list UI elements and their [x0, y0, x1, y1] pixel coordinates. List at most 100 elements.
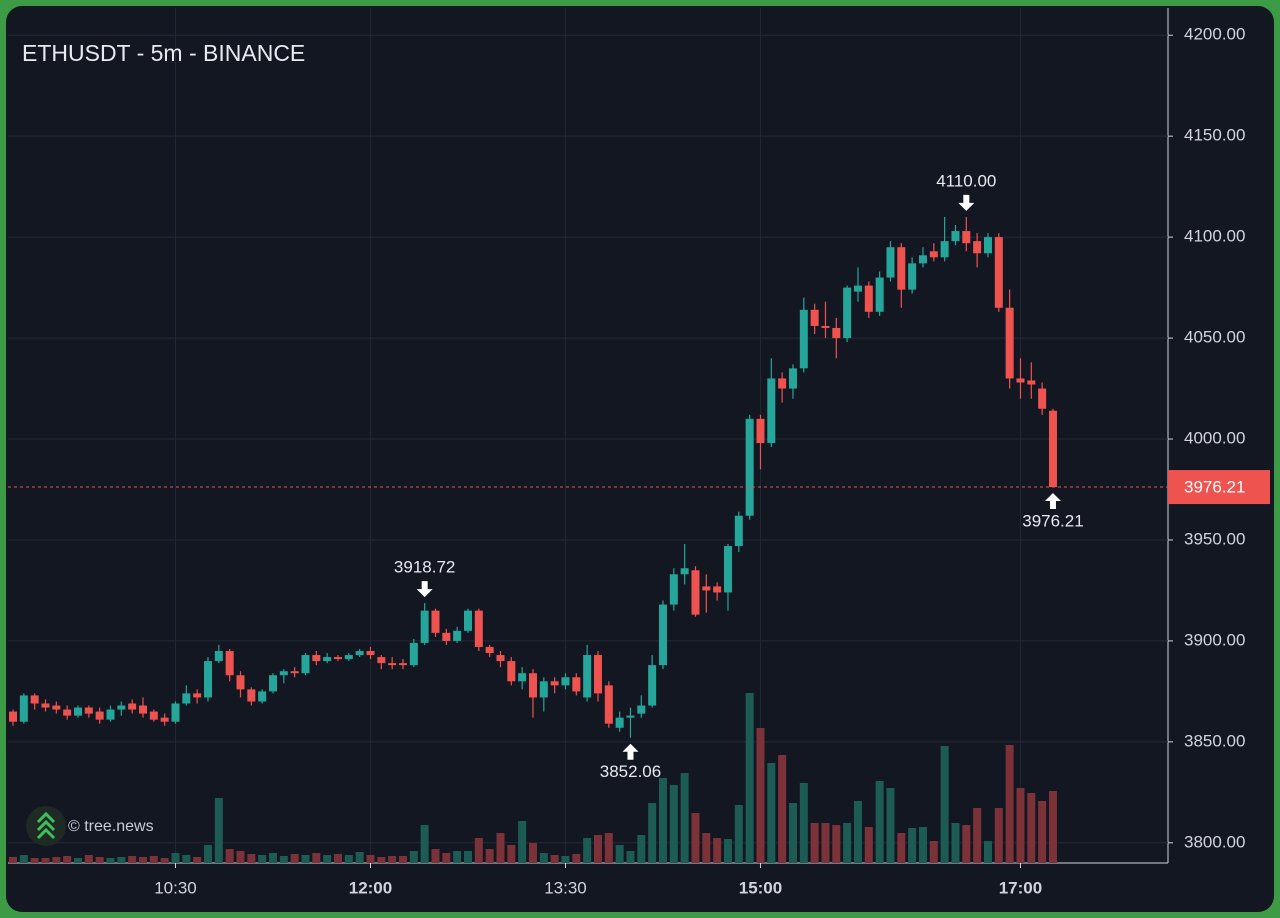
volume-bar: [539, 853, 548, 863]
volume-bar: [117, 857, 126, 863]
volume-bar: [843, 823, 852, 863]
candle-body: [615, 717, 624, 728]
volume-bar: [1005, 745, 1014, 863]
candle-body: [929, 251, 938, 258]
volume-bar: [106, 858, 115, 863]
candle-body: [723, 546, 732, 593]
candle-body: [756, 418, 765, 444]
candle-body: [247, 689, 256, 702]
volume-bar: [95, 857, 104, 863]
candle-body: [593, 655, 602, 694]
candle-body: [1048, 410, 1057, 488]
volume-bar: [247, 854, 256, 863]
candle-body: [853, 285, 862, 292]
y-tick-label: 4000.00: [1184, 429, 1245, 448]
chart-title: ETHUSDT - 5m - BINANCE: [22, 40, 305, 66]
volume-bar: [225, 849, 234, 863]
volume-bar: [669, 785, 678, 863]
candle-body: [355, 651, 364, 656]
y-tick-label: 3950.00: [1184, 529, 1245, 548]
volume-bar: [52, 857, 61, 863]
volume-bar: [875, 781, 884, 863]
volume-bar: [268, 853, 277, 863]
candle-body: [312, 655, 321, 662]
volume-bar: [983, 841, 992, 863]
volume-bar: [550, 855, 559, 863]
grid: [8, 8, 1173, 868]
candle-body: [84, 707, 93, 714]
candle-body: [1005, 307, 1014, 379]
candle-body: [9, 711, 17, 722]
annotation-arrow: [622, 743, 639, 760]
candle-body: [745, 418, 754, 516]
candle-body: [518, 673, 527, 682]
annotation-arrow: [1044, 493, 1061, 510]
volume-bar: [918, 827, 927, 863]
volume-bar: [583, 838, 592, 863]
volume-bar: [528, 843, 537, 863]
volume-bar: [615, 845, 624, 863]
candles: [9, 216, 1057, 738]
volume-bar: [832, 825, 841, 863]
candle-body: [182, 693, 191, 704]
candle-body: [810, 309, 819, 326]
volume-bar: [745, 693, 754, 863]
volume-bar: [648, 803, 657, 863]
x-tick-label: 12:00: [349, 878, 392, 897]
annotation-arrow: [958, 194, 975, 211]
annotation-arrow: [416, 581, 433, 598]
candle-body: [572, 677, 581, 692]
candle-body: [41, 703, 50, 708]
candle-body: [463, 610, 472, 631]
volume-bar: [9, 857, 17, 863]
candle-body: [962, 231, 971, 244]
volume-bar: [312, 853, 321, 863]
volume-bar: [344, 855, 353, 863]
annotation-label: 3918.72: [394, 558, 455, 577]
volume-bar: [182, 855, 191, 863]
volume-bar: [626, 851, 635, 863]
candle-body: [214, 651, 223, 662]
candle-body: [821, 325, 830, 328]
candle-body: [940, 241, 949, 258]
volume-bar: [518, 821, 527, 863]
volume-bar: [485, 849, 494, 863]
volume-bar: [572, 854, 581, 863]
candle-body: [442, 632, 451, 641]
candle-body: [669, 574, 678, 605]
volume-bar: [73, 858, 82, 863]
y-tick-label: 3800.00: [1184, 832, 1245, 851]
candle-body: [388, 663, 397, 666]
candle-body: [1038, 388, 1047, 409]
candle-body: [658, 604, 667, 666]
volume-bar: [236, 851, 245, 863]
volume-bar: [171, 853, 180, 863]
candle-body: [767, 378, 776, 444]
candle-body: [832, 327, 841, 339]
y-tick-label: 4050.00: [1184, 328, 1245, 347]
volume-bar: [496, 833, 505, 863]
annotation-label: 3976.21: [1022, 512, 1083, 531]
candle-body: [799, 309, 808, 369]
volume-bar: [561, 856, 570, 863]
volume-bar: [160, 858, 169, 863]
volume-bar: [1038, 801, 1047, 863]
volume-bar: [908, 828, 917, 863]
volume-bar: [767, 763, 776, 863]
candle-body: [680, 568, 689, 575]
volume-bar: [1016, 788, 1025, 863]
candle-body: [63, 709, 72, 716]
candle-body: [626, 715, 635, 718]
candle-body: [994, 237, 1003, 308]
volume-bar: [19, 855, 28, 863]
candle-body: [420, 610, 429, 643]
x-tick-label: 15:00: [739, 878, 782, 897]
candle-body: [236, 675, 245, 690]
candle-body: [128, 703, 137, 710]
candle-body: [160, 717, 169, 722]
candle-body: [507, 661, 516, 682]
volume-bar: [193, 857, 202, 863]
volume-bar: [30, 858, 39, 863]
candle-body: [344, 655, 353, 660]
candle-body: [301, 655, 310, 674]
